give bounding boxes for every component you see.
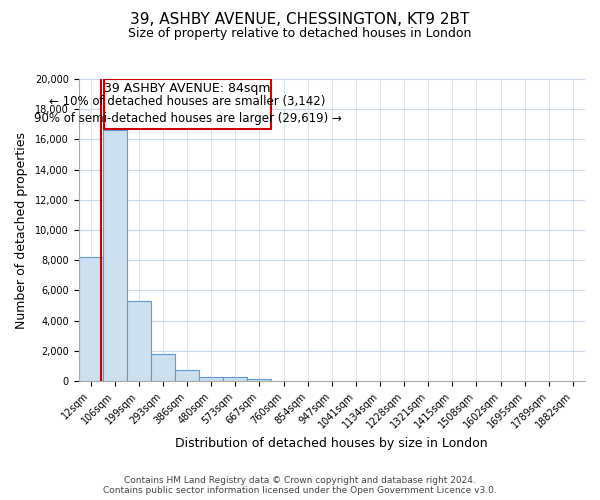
Bar	[151, 354, 175, 381]
Bar	[223, 378, 247, 381]
Bar	[79, 257, 103, 381]
X-axis label: Distribution of detached houses by size in London: Distribution of detached houses by size …	[175, 437, 488, 450]
Bar	[199, 376, 223, 381]
Text: Contains public sector information licensed under the Open Government Licence v3: Contains public sector information licen…	[103, 486, 497, 495]
FancyBboxPatch shape	[104, 79, 271, 129]
Bar	[247, 379, 271, 381]
Text: 90% of semi-detached houses are larger (29,619) →: 90% of semi-detached houses are larger (…	[34, 112, 341, 125]
Text: 39 ASHBY AVENUE: 84sqm: 39 ASHBY AVENUE: 84sqm	[104, 82, 271, 94]
Bar	[127, 301, 151, 381]
Bar	[103, 130, 127, 381]
Y-axis label: Number of detached properties: Number of detached properties	[15, 132, 28, 328]
Text: Size of property relative to detached houses in London: Size of property relative to detached ho…	[128, 28, 472, 40]
Text: 39, ASHBY AVENUE, CHESSINGTON, KT9 2BT: 39, ASHBY AVENUE, CHESSINGTON, KT9 2BT	[130, 12, 470, 28]
Bar	[175, 370, 199, 381]
Text: Contains HM Land Registry data © Crown copyright and database right 2024.: Contains HM Land Registry data © Crown c…	[124, 476, 476, 485]
Text: ← 10% of detached houses are smaller (3,142): ← 10% of detached houses are smaller (3,…	[49, 95, 326, 108]
